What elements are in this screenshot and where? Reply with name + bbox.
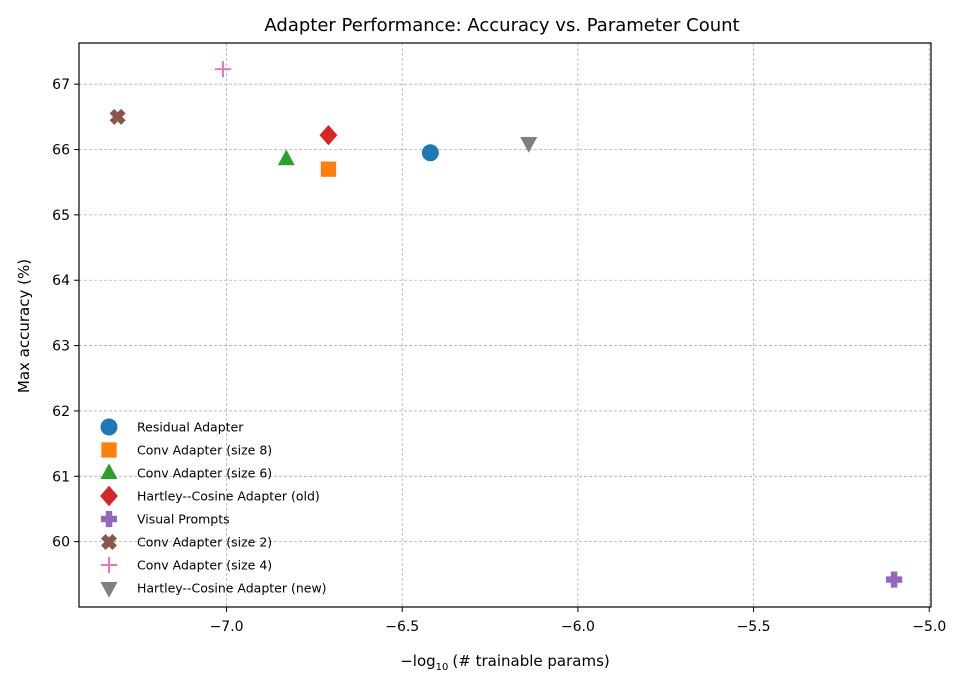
data-point	[109, 108, 126, 125]
legend-label: Conv Adapter (size 2)	[137, 535, 272, 550]
y-tick-label: 61	[52, 469, 70, 485]
legend-label: Hartley--Cosine Adapter (old)	[137, 489, 320, 504]
x-axis-title-prefix: −log	[400, 652, 435, 670]
legend-marker	[100, 463, 118, 479]
legend-label: Conv Adapter (size 8)	[137, 443, 272, 458]
x-axis-title: −log10 (# trainable params)	[400, 652, 610, 673]
y-tick-label: 65	[52, 208, 70, 224]
legend-label: Hartley--Cosine Adapter (new)	[137, 581, 327, 596]
legend: Residual Adapter Conv Adapter (size 8) Con…	[100, 418, 327, 598]
legend-marker	[100, 418, 118, 436]
y-tick-label: 64	[52, 273, 70, 289]
x-tick-label: −5.0	[912, 619, 946, 635]
data-point	[520, 137, 538, 153]
x-axis-ticks: −7.0 −6.5 −6.0 −5.5 −5.0	[210, 607, 946, 635]
legend-marker	[100, 510, 118, 528]
legend-label: Conv Adapter (size 6)	[137, 466, 272, 481]
x-axis-title-subscript: 10	[436, 662, 449, 673]
legend-label: Conv Adapter (size 4)	[137, 558, 272, 573]
data-point	[277, 149, 295, 166]
legend-marker	[100, 485, 118, 507]
legend-label: Residual Adapter	[137, 420, 244, 435]
legend-marker	[100, 582, 118, 598]
legend-marker	[101, 442, 117, 458]
grid-lines	[79, 43, 931, 607]
legend-marker	[101, 534, 117, 550]
y-tick-label: 67	[52, 77, 70, 93]
data-point	[421, 144, 439, 162]
legend-marker	[100, 556, 118, 574]
y-axis-title: Max accuracy (%)	[15, 259, 33, 393]
x-tick-label: −6.0	[561, 619, 595, 635]
plot-frame	[78, 42, 932, 608]
chart-title: Adapter Performance: Accuracy vs. Parame…	[264, 15, 739, 36]
y-axis-ticks: 60 61 62 63 64 65 66 67	[52, 77, 79, 551]
y-tick-label: 66	[52, 143, 70, 159]
x-tick-label: −7.0	[210, 619, 244, 635]
y-tick-label: 62	[52, 404, 70, 420]
y-tick-label: 63	[52, 339, 70, 355]
data-point	[319, 124, 338, 146]
y-tick-label: 60	[52, 535, 70, 551]
x-tick-label: −6.5	[385, 619, 419, 635]
x-tick-label: −5.5	[737, 619, 771, 635]
legend-label: Visual Prompts	[137, 512, 230, 527]
data-point	[886, 571, 903, 588]
data-point	[214, 61, 232, 78]
x-axis-title-suffix: (# trainable params)	[452, 652, 609, 670]
data-markers	[109, 61, 903, 588]
data-point	[320, 161, 337, 177]
